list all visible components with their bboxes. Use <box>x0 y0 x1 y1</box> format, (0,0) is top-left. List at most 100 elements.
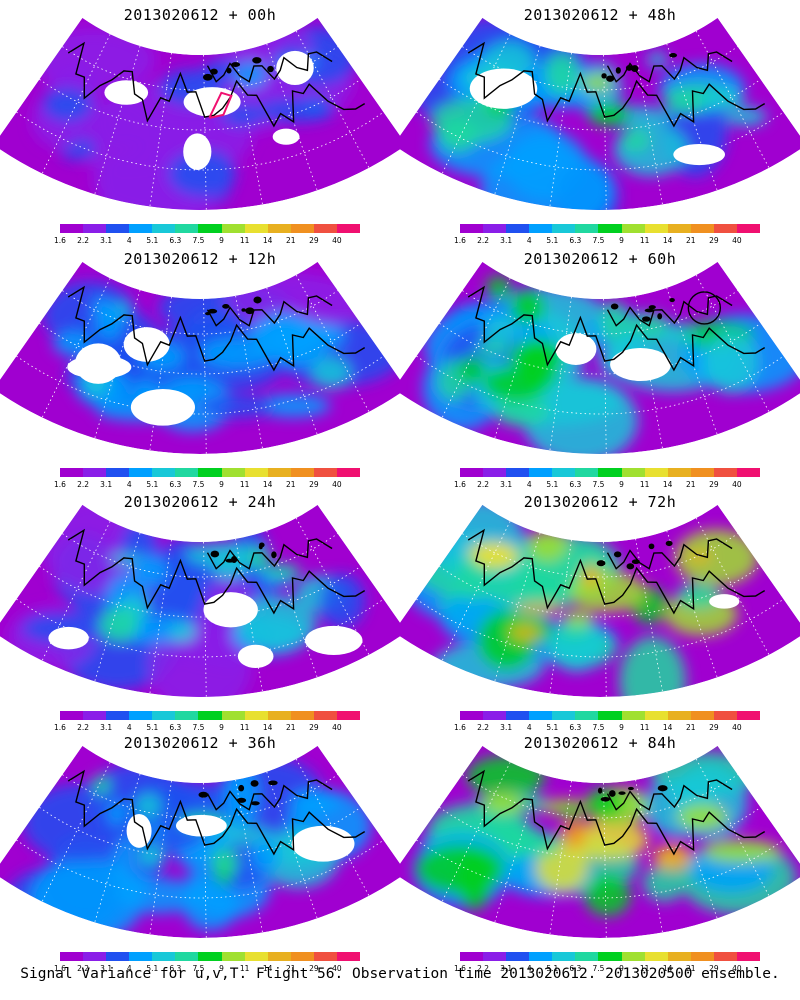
colorbar-tick-label: 3.1 <box>500 480 513 489</box>
colorbar-swatch <box>552 224 576 233</box>
variance-blob <box>686 550 712 563</box>
colorbar-tick-label: 11 <box>639 723 650 732</box>
colorbar-swatch <box>690 468 714 477</box>
colorbar-swatch <box>621 468 645 477</box>
panel-title: 2013020612 + 24h <box>123 493 277 511</box>
colorbar-tick-label: 9 <box>619 480 624 489</box>
coastline <box>67 769 366 856</box>
colorbar-swatch <box>244 468 268 477</box>
colorbar-tick-label: 4 <box>126 480 132 489</box>
variance-blob <box>289 788 341 815</box>
colorbar-tick-label: 3.1 <box>100 964 113 973</box>
variance-blob <box>580 563 601 589</box>
colorbar-swatch <box>690 711 714 720</box>
colorbar-swatch <box>106 224 130 233</box>
colorbar-tick-label: 1.6 <box>454 236 466 245</box>
colorbar-swatch <box>221 224 245 233</box>
colorbar-swatch <box>244 952 268 961</box>
variance-blob <box>544 51 580 95</box>
colorbar-tick-label: 29 <box>309 236 319 245</box>
variance-blob <box>210 549 247 580</box>
variance-blob <box>132 555 168 587</box>
colorbar-tick-label: 29 <box>709 480 719 489</box>
variance-field <box>402 504 759 697</box>
colorbar-swatch <box>152 468 176 477</box>
variance-blob <box>485 275 512 300</box>
colorbar-swatch <box>529 711 553 720</box>
colorbar-tick-label: 9 <box>219 236 224 245</box>
colorbar-swatch <box>313 952 337 961</box>
variance-blob <box>199 337 276 370</box>
colorbar-swatch <box>690 224 714 233</box>
colorbar-swatch <box>506 468 530 477</box>
colorbar-swatch <box>267 224 291 233</box>
panel-title: 2013020612 + 12h <box>123 250 277 268</box>
colorbar-swatch <box>575 468 599 477</box>
missing-data-patch <box>237 644 274 668</box>
panel-title: 2013020612 + 72h <box>523 493 677 511</box>
graticule <box>16 517 384 697</box>
variance-blob <box>456 849 493 911</box>
colorbar-swatch <box>244 224 268 233</box>
variance-blob <box>647 52 668 68</box>
missing-data-patch <box>48 626 89 650</box>
colorbar-swatch <box>83 224 107 233</box>
panel-title: 2013020612 + 48h <box>523 6 677 24</box>
colorbar-swatch <box>313 224 337 233</box>
variance-map <box>400 504 800 697</box>
variance-blob <box>437 118 478 153</box>
colorbar-tick-label: 29 <box>309 480 319 489</box>
colorbar-swatch <box>129 468 153 477</box>
variance-blob <box>117 878 200 914</box>
colorbar <box>60 468 361 477</box>
figure-caption: Signal Variance for u,v,T. Flight 56. Ob… <box>20 966 780 982</box>
colorbar-tick-label: 9 <box>219 964 224 973</box>
colorbar <box>460 224 761 233</box>
variance-map <box>0 504 400 697</box>
colorbar-tick-label: 3.1 <box>100 236 113 245</box>
colorbar-tick-label: 6.3 <box>569 480 582 489</box>
panel-title: 2013020612 + 36h <box>123 734 277 752</box>
map-panel: 2013020612 + 48h 1.6 2.2 3.1 4 5.1 6.3 7.5 9 11 14… <box>400 0 800 250</box>
variance-blob <box>95 305 124 340</box>
colorbar-swatch <box>667 224 691 233</box>
colorbar-swatch <box>552 468 576 477</box>
colorbar-swatch <box>129 952 153 961</box>
variance-blob <box>169 622 197 642</box>
variance-map <box>0 261 400 454</box>
colorbar-tick-label: 6.3 <box>569 723 582 732</box>
colorbar-tick-label: 11 <box>639 964 650 973</box>
graticule <box>16 758 384 938</box>
colorbar-tick-label: 29 <box>309 964 319 973</box>
colorbar-swatch <box>529 468 553 477</box>
colorbar-tick-label: 9 <box>619 236 624 245</box>
colorbar-swatch <box>552 711 576 720</box>
colorbar-labels: 1.6 2.2 3.1 4 5.1 6.3 7.5 9 11 14 21 29 40 <box>454 480 760 490</box>
variance-blob <box>223 765 260 828</box>
colorbar-swatch <box>736 952 761 961</box>
variance-blob <box>233 60 268 89</box>
map-panel: 2013020612 + 72h 1.6 2.2 3.1 4 5.1 6.3 7.5 9 11 14… <box>400 487 800 737</box>
colorbar-swatch <box>83 711 107 720</box>
graticule <box>16 30 384 210</box>
colorbar-swatch <box>644 711 668 720</box>
map-panel: 2013020612 + 00h 1.6 2.2 3.1 4 5.1 6.3 7.5 9 11 14… <box>0 0 400 250</box>
variance-blob <box>528 841 558 856</box>
colorbar-tick-label: 6.3 <box>169 236 182 245</box>
colorbar-tick-label: 29 <box>709 723 719 732</box>
variance-blob <box>299 96 333 120</box>
variance-field <box>422 275 800 454</box>
colorbar <box>60 952 361 961</box>
variance-blob <box>310 356 352 390</box>
variance-blob <box>563 610 594 627</box>
colorbar-swatch <box>198 468 222 477</box>
colorbar-labels: 1.6 2.2 3.1 4 5.1 6.3 7.5 9 11 14 21 29 40 <box>54 236 360 246</box>
missing-data-patch <box>304 625 363 656</box>
variance-blob <box>619 636 687 697</box>
colorbar-swatch <box>290 224 314 233</box>
colorbar-swatch <box>598 711 622 720</box>
colorbar-swatch <box>736 711 761 720</box>
variance-blob <box>658 847 684 866</box>
colorbar-tick-label: 11 <box>639 236 650 245</box>
colorbar-tick-label: 1.6 <box>454 723 466 732</box>
